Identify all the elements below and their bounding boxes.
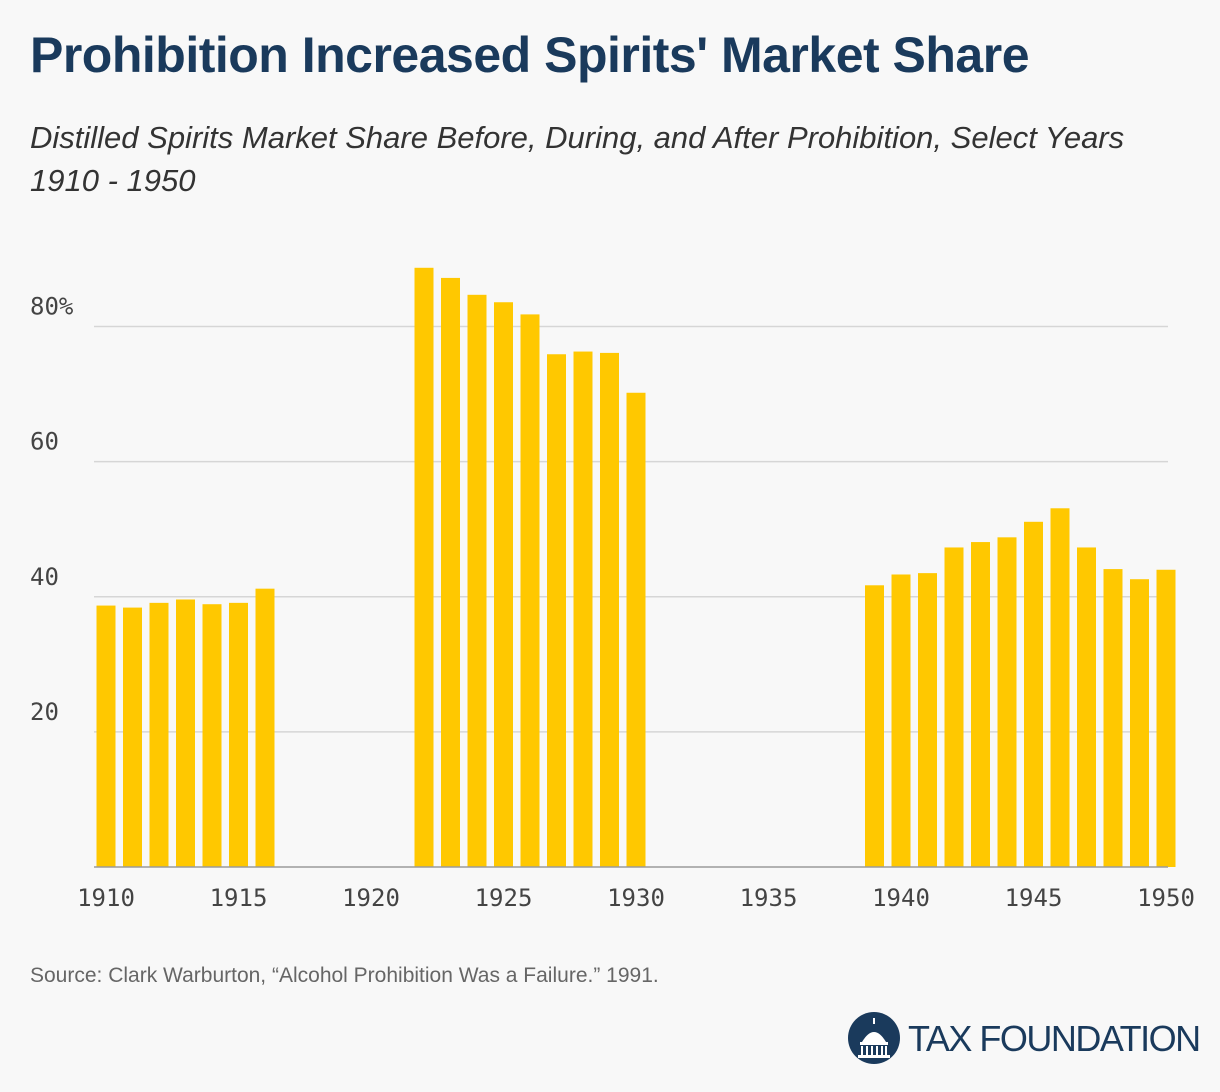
bar-1930 [626, 392, 646, 867]
bar-1916 [255, 588, 275, 867]
x-tick-label: 1910 [77, 884, 135, 912]
bar-1939 [865, 585, 884, 867]
capitol-dome-icon [848, 1012, 900, 1064]
bar-1944 [997, 537, 1017, 867]
logo-text: TAX FOUNDATION [908, 1018, 1201, 1059]
bar-1949 [1130, 579, 1149, 867]
bar-1950 [1156, 569, 1176, 867]
bar-1929 [600, 352, 619, 867]
bar-1914 [202, 604, 222, 867]
bar-1923 [441, 277, 460, 868]
bar-1941 [918, 573, 937, 867]
y-tick-label: 80% [30, 293, 74, 321]
bar-1910 [96, 605, 116, 867]
x-tick-label: 1925 [475, 884, 533, 912]
bar-1913 [176, 599, 195, 867]
bar-chart: 20 40 60 80% 1910 1915 1920 1925 1930 1935 1940 194… [30, 267, 1195, 912]
bar-1947 [1077, 547, 1096, 867]
tax-foundation-logo: TAX FOUNDATION [848, 1012, 1201, 1066]
bar-1911 [123, 607, 142, 867]
x-tick-label: 1915 [210, 884, 268, 912]
bar-1926 [520, 314, 540, 867]
x-tick-label: 1930 [607, 884, 665, 912]
bar-1927 [547, 354, 566, 868]
bar-1940 [891, 574, 911, 867]
x-tick-label: 1935 [740, 884, 798, 912]
y-tick-label: 20 [30, 698, 59, 726]
bar-1943 [971, 542, 990, 867]
bar-1912 [149, 602, 169, 867]
bar-1946 [1050, 508, 1070, 867]
bar-1925 [494, 302, 513, 867]
x-tick-label: 1920 [342, 884, 400, 912]
source-note: Source: Clark Warburton, “Alcohol Prohib… [30, 964, 659, 987]
bar-1915 [229, 602, 248, 867]
bar-1922 [414, 267, 434, 867]
chart-title: Prohibition Increased Spirits' Market Sh… [30, 27, 1030, 83]
bar-1945 [1024, 521, 1043, 867]
bar-1942 [944, 547, 964, 867]
y-tick-label: 40 [30, 563, 59, 591]
x-tick-label: 1945 [1005, 884, 1063, 912]
bars [96, 267, 1176, 868]
axes: 20 40 60 80% 1910 1915 1920 1925 1930 1935 1940 194… [30, 293, 1195, 912]
x-tick-label: 1940 [872, 884, 930, 912]
x-tick-label: 1950 [1137, 884, 1195, 912]
bar-1948 [1103, 569, 1123, 867]
bar-1928 [573, 351, 593, 867]
y-tick-label: 60 [30, 428, 59, 456]
chart-subtitle: Distilled Spirits Market Share Before, D… [30, 120, 1125, 198]
bar-1924 [467, 294, 487, 867]
